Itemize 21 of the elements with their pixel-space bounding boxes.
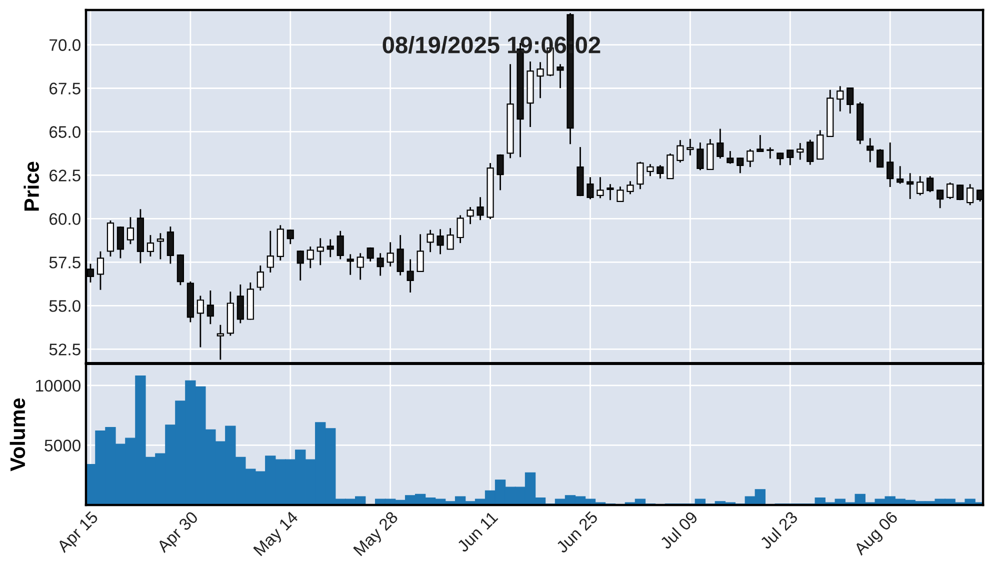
- x-tick-label: Jun 11: [456, 510, 498, 553]
- y-axis-title: Volume: [10, 398, 26, 472]
- y-axis-title: Price: [24, 162, 40, 211]
- y-tick-label: 67.5: [50, 82, 80, 94]
- y-tick-label: 55.0: [49, 300, 80, 312]
- x-tick-label: May 14: [253, 510, 302, 559]
- x-tick-label: Jul 23: [758, 510, 798, 550]
- x-tick-label: May 28: [352, 510, 401, 559]
- y-tick-label: 57.5: [49, 256, 80, 268]
- x-tick-label: Aug 06: [853, 510, 901, 558]
- x-tick-label: Jun 25: [555, 510, 598, 554]
- y-tick-label: 52.5: [49, 344, 80, 356]
- y-tick-label: 65.0: [50, 126, 80, 138]
- y-tick-label: 10000: [36, 380, 80, 392]
- x-tick-label: Apr 15: [56, 510, 101, 556]
- x-tick-label: Jul 09: [658, 510, 698, 550]
- y-tick-label: 60.0: [50, 213, 80, 225]
- x-tick-label: Apr 30: [156, 510, 201, 556]
- y-tick-label: 5000: [44, 440, 80, 452]
- y-tick-label: 62.5: [50, 170, 80, 182]
- y-tick-label: 70.0: [50, 39, 80, 51]
